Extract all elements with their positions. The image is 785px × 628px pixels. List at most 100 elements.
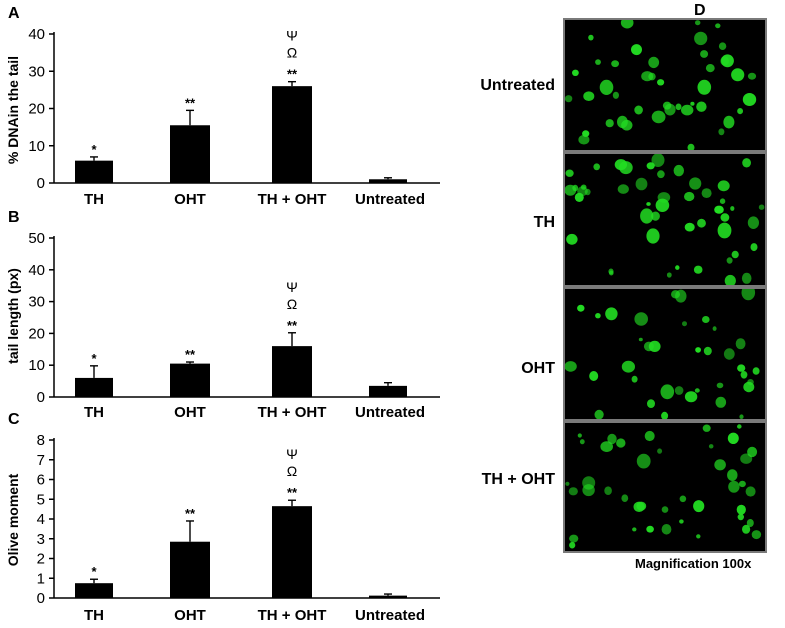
cell-nucleus [758, 204, 765, 210]
significance-marker: ** [185, 347, 196, 362]
cell-nucleus [588, 34, 594, 41]
significance-marker: * [91, 564, 97, 579]
cell-nucleus [612, 91, 619, 99]
cell-nucleus [594, 409, 604, 419]
significance-marker: Ω [287, 45, 297, 61]
y-tick-label: 4 [37, 511, 45, 528]
cell-nucleus [730, 206, 735, 211]
cell-nucleus [644, 430, 655, 442]
cell-nucleus [718, 128, 725, 136]
cell-nucleus [675, 103, 682, 111]
cell-nucleus [616, 438, 626, 448]
significance-marker: Ω [287, 463, 297, 479]
cell-nucleus [664, 103, 676, 116]
cell-nucleus [696, 534, 701, 539]
x-category-label: TH + OHT [258, 607, 327, 624]
cell-nucleus [679, 495, 687, 503]
cell-nucleus [736, 504, 746, 515]
cell-nucleus [655, 198, 670, 212]
cell-nucleus [634, 312, 648, 326]
bar [272, 506, 312, 598]
cell-nucleus [646, 202, 651, 206]
cell-nucleus [737, 424, 742, 429]
cell-nucleus [701, 188, 712, 198]
cell-nucleus [690, 101, 695, 106]
significance-marker: Ω [287, 296, 297, 312]
y-tick-label: 0 [37, 590, 45, 607]
x-category-label: TH [84, 607, 104, 624]
cell-nucleus [726, 257, 733, 264]
y-tick-label: 20 [28, 101, 45, 118]
panel-letter-a: A [8, 5, 20, 22]
significance-marker: ** [287, 67, 298, 82]
cell-nucleus [694, 388, 700, 393]
bar [369, 595, 407, 598]
x-category-label: OHT [174, 191, 206, 208]
cell-nucleus [660, 384, 675, 400]
cell-nucleus [577, 186, 588, 197]
microscopy-label: TH + OHT [481, 471, 555, 488]
cell-nucleus [750, 243, 758, 252]
cell-nucleus [611, 60, 619, 68]
y-tick-label: 2 [37, 551, 45, 568]
y-tick-label: 8 [37, 432, 45, 449]
cell-nucleus [675, 265, 680, 270]
x-category-label: Untreated [355, 607, 425, 624]
x-category-label: Untreated [355, 404, 425, 421]
cell-nucleus [661, 506, 669, 513]
y-tick-label: 0 [37, 389, 45, 406]
y-tick-label: 10 [28, 138, 45, 155]
cell-nucleus [684, 191, 695, 202]
cell-nucleus [752, 367, 760, 375]
y-tick-label: 6 [37, 472, 45, 489]
cell-nucleus [632, 527, 637, 532]
cell-nucleus [740, 371, 748, 379]
cell-nucleus [657, 170, 665, 179]
cell-nucleus [640, 208, 654, 224]
bar [170, 541, 210, 598]
cell-nucleus [718, 42, 727, 50]
cell-nucleus [651, 211, 660, 221]
x-category-label: TH [84, 404, 104, 421]
cell-nucleus [646, 162, 655, 170]
comet-cells [565, 289, 760, 419]
cell-nucleus [723, 115, 735, 129]
y-tick-label: 40 [28, 262, 45, 279]
cell-nucleus [693, 500, 705, 513]
y-tick-label: 7 [37, 452, 45, 469]
cell-nucleus [705, 64, 715, 73]
cell-nucleus [577, 304, 585, 312]
y-tick-label: 30 [28, 63, 45, 80]
cell-nucleus [712, 326, 717, 331]
cell-nucleus [693, 265, 703, 274]
significance-marker: Ψ [286, 446, 298, 462]
cell-nucleus [738, 480, 746, 488]
cell-nucleus [715, 396, 727, 408]
cell-nucleus [609, 270, 614, 276]
cell-nucleus [727, 432, 739, 444]
cell-nucleus [651, 154, 665, 167]
bar [75, 583, 113, 598]
cell-nucleus [595, 313, 601, 319]
cell-nucleus [708, 444, 714, 449]
cell-nucleus [604, 486, 612, 495]
cell-nucleus [638, 337, 643, 342]
cell-nucleus [565, 184, 577, 196]
cell-nucleus [720, 213, 730, 222]
y-tick-label: 5 [37, 491, 45, 508]
cell-nucleus [684, 391, 698, 403]
cell-nucleus [717, 180, 730, 192]
cell-nucleus [723, 348, 735, 360]
cell-nucleus [741, 289, 756, 301]
cell-nucleus [700, 50, 709, 58]
cell-nucleus [751, 530, 762, 540]
bar [170, 363, 210, 397]
cell-nucleus [648, 56, 660, 69]
x-category-label: Untreated [355, 191, 425, 208]
bar [272, 86, 312, 183]
cell-nucleus [719, 198, 726, 204]
panel-letter-b: B [8, 209, 20, 226]
cell-nucleus [565, 169, 574, 177]
cell-nucleus [582, 130, 590, 137]
